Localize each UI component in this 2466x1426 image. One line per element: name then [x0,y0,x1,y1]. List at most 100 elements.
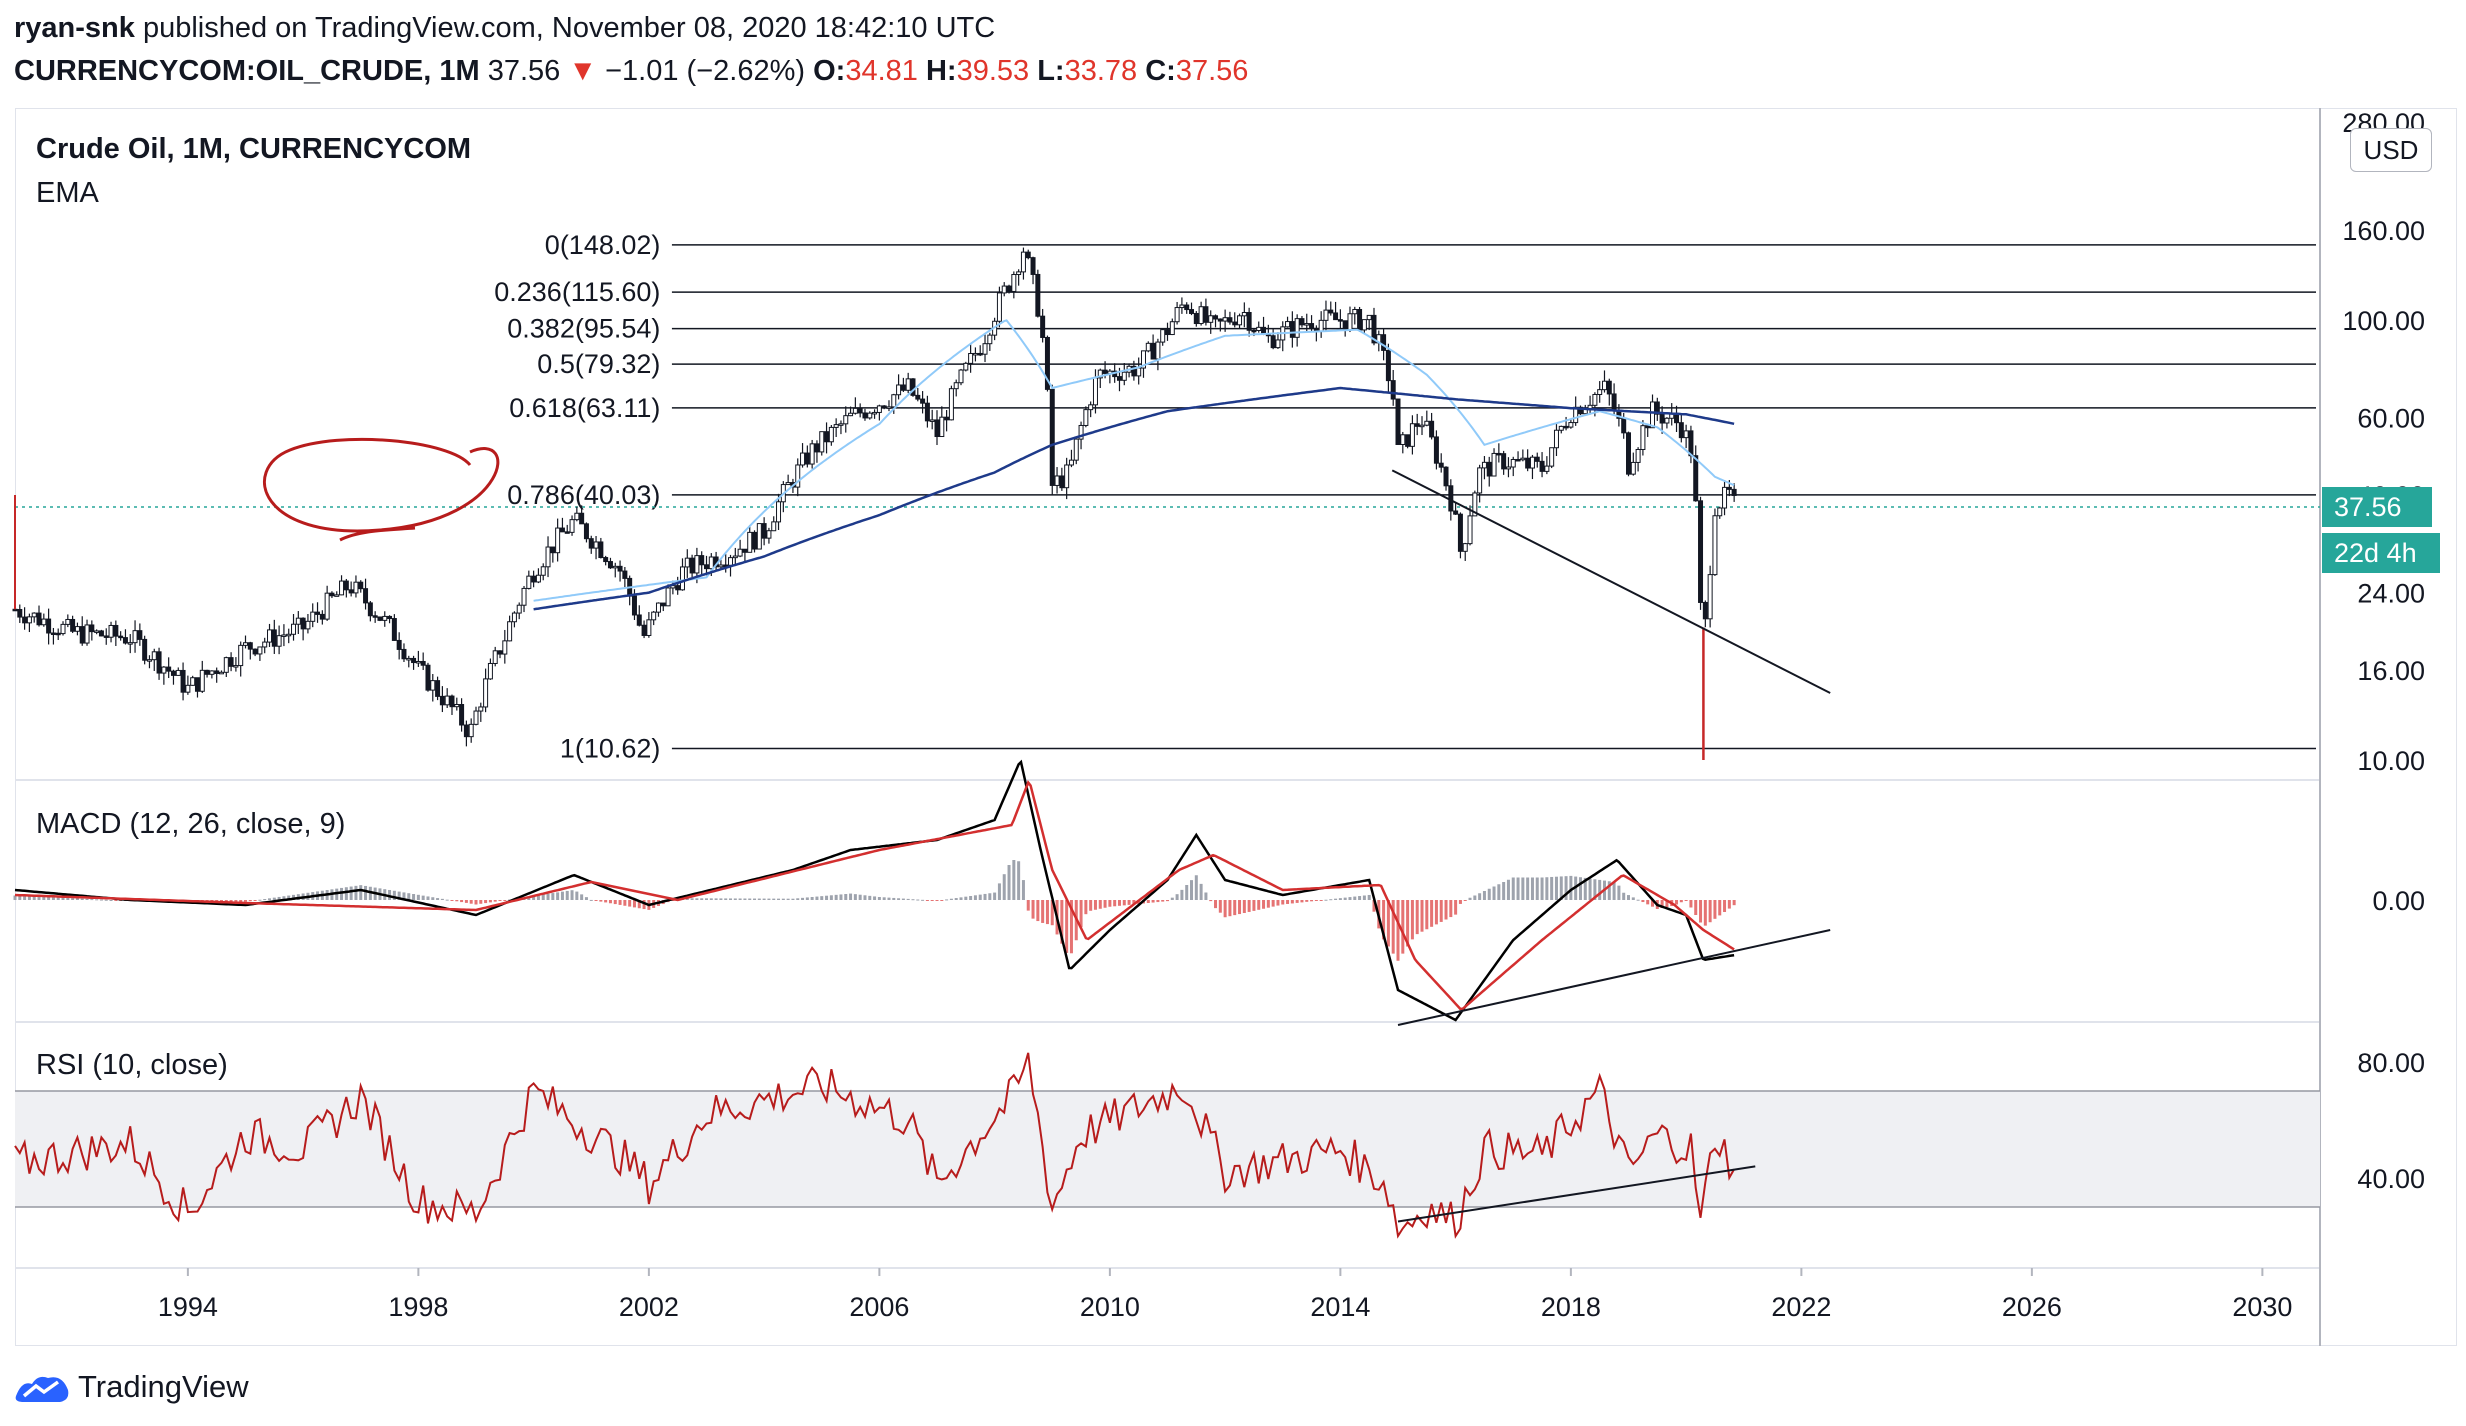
tradingview-logo-icon [15,1376,69,1402]
candle-body [612,565,618,569]
rsi-tick-label: 80.00 [2357,1048,2425,1078]
author-name[interactable]: ryan-snk [14,12,135,44]
macd-histogram-bar [825,895,829,900]
candle-body [867,412,873,419]
macd-histogram-bar [1228,900,1232,917]
candle-body [1621,417,1627,434]
candle-body [1092,377,1098,406]
candle-body [1169,321,1175,336]
macd-histogram-bar [1415,900,1419,935]
macd-histogram-bar [1434,900,1438,925]
candle-body [1414,423,1420,427]
macd-histogram-bar [584,897,588,900]
macd-histogram-bar [1463,900,1467,901]
symbol-name: CURRENCYCOM:OIL_CRUDE, 1M [14,55,480,87]
candle-body [838,423,844,426]
candle-body [958,369,964,384]
candle-body [1213,315,1219,320]
candle-body [511,612,517,623]
last-price-tag: 37.56 [2322,487,2432,528]
macd-histogram-bar [354,885,358,900]
macd-histogram-bar [119,900,123,901]
candle-body [1520,457,1526,461]
macd-histogram-bar [1266,900,1270,908]
time-tick-label: 2006 [849,1292,909,1322]
macd-histogram-bar [104,899,108,901]
candle-body [1640,425,1646,450]
candle-body [132,630,138,644]
macd-histogram-bar [930,900,934,901]
price-tick-label: 100.00 [2342,306,2425,336]
macd-histogram-bar [1718,900,1722,916]
macd-histogram-bar [1324,899,1328,901]
macd-histogram-bar [1108,900,1112,907]
macd-histogram-bar [1166,900,1169,902]
candle-body [1044,336,1050,390]
macd-histogram-bar [99,899,103,901]
macd-histogram-bar [340,887,344,900]
candle-body [905,378,911,391]
price-tick-label: 160.00 [2342,216,2425,246]
macd-histogram-bar [474,900,478,905]
candle-body [1237,315,1243,326]
candle-body [358,581,364,590]
candle-body [1318,319,1324,332]
candle-body [319,613,325,620]
candle-body [367,602,373,617]
macd-histogram-bar [1607,881,1611,900]
candle-body [1116,376,1122,381]
open-label: O: [813,55,846,87]
time-tick-label: 2026 [2002,1292,2062,1322]
candle-body [631,595,637,616]
candle-body [526,575,532,589]
candle-body [1496,452,1502,456]
candle-body [243,642,248,646]
macd-histogram-bar [815,896,819,900]
macd-histogram-bar [959,897,963,900]
candle-body [1304,323,1310,326]
candle-body [924,402,930,422]
macd-histogram-bar [1122,900,1126,906]
candle-body [411,657,417,664]
candle-body [1510,458,1516,468]
macd-histogram-bar [244,900,247,902]
ema-slow-line [533,386,1735,611]
macd-histogram-bar [613,900,617,905]
macd-histogram-bar [1161,900,1165,902]
candle-body [12,608,18,612]
macd-histogram-bar [397,891,401,900]
macd-histogram-bar [359,885,363,900]
footer-brand[interactable]: TradingView [14,1365,249,1409]
macd-histogram-bar [392,890,396,900]
candle-body [1678,422,1684,439]
macd-histogram-bar [239,900,243,902]
candle-body [1501,453,1507,470]
candle-body [209,670,215,675]
macd-histogram-bar [1021,880,1025,900]
candle-body [108,624,114,638]
macd-histogram-bar [407,893,411,900]
down-arrow-icon: ▼ [568,55,598,87]
candle-body [516,604,522,614]
macd-histogram-bar [344,887,348,900]
macd-histogram-bar [1089,900,1093,911]
macd-histogram-bar [1622,892,1626,900]
candle-body [1366,314,1372,321]
macd-histogram-bar [834,894,838,900]
macd-histogram-bar [753,898,757,900]
candle-body [540,566,546,576]
candle-body [377,616,383,621]
candle-body [1630,461,1636,475]
macd-histogram-bar [95,899,99,901]
macd-histogram-bar [268,898,272,900]
legend-rsi: RSI (10, close) [36,1049,228,1081]
candle-body [660,602,666,607]
macd-histogram-bar [637,900,641,909]
macd-histogram-bar [460,900,464,903]
currency-button[interactable]: USD [2350,128,2432,172]
candle-body [1467,515,1473,545]
macd-histogram-bar [1617,885,1621,900]
macd-histogram-bar [1170,897,1174,900]
published-text: published on TradingView.com, November 0… [142,12,996,44]
